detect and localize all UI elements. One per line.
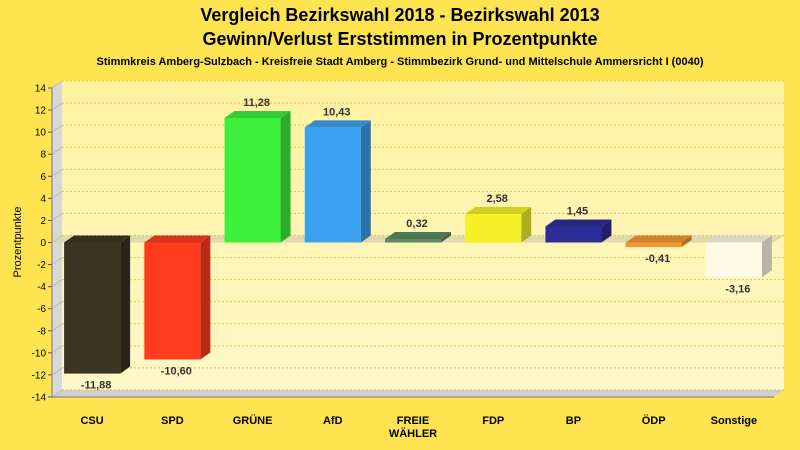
bar (304, 127, 361, 243)
data-label: 0,32 (406, 218, 427, 230)
bar-top (465, 207, 532, 215)
y-tick-label: 0 (40, 238, 46, 249)
y-tick-label: -8 (37, 326, 46, 337)
x-tick-label: FREIE (397, 415, 429, 427)
x-tick-label: ÖDP (642, 414, 666, 427)
bar (705, 242, 762, 278)
chart-subtitle: Stimmkreis Amberg-Sulzbach - Kreisfreie … (97, 56, 704, 68)
bar-side (601, 219, 612, 243)
y-tick-label: 6 (40, 172, 46, 183)
grid-line-wall (51, 323, 63, 332)
bar-side (441, 231, 451, 243)
grid-line-wall (51, 345, 63, 354)
bar-side (681, 235, 692, 248)
data-label: -0,41 (645, 253, 670, 265)
grid-line-wall (51, 146, 63, 155)
bar-side (521, 207, 532, 243)
grid-line-wall (51, 190, 63, 199)
bar-side (761, 235, 772, 278)
grid-line-wall (51, 279, 63, 288)
y-tick-label: 8 (40, 150, 46, 161)
data-label: -3,16 (725, 283, 750, 295)
data-label: -11,88 (81, 380, 112, 392)
chart-title-line2: Gewinn/Verlust Erststimmen in Prozentpun… (202, 29, 597, 49)
bar (224, 118, 281, 243)
bar (144, 242, 201, 360)
grid-line-wall (51, 102, 63, 111)
grid-line-wall (51, 389, 63, 398)
y-tick-label: 2 (40, 216, 46, 227)
bar-top (385, 231, 451, 239)
bar (545, 226, 602, 243)
y-tick-label: -6 (37, 304, 46, 315)
grid-line-wall (51, 213, 63, 221)
x-tick-label: BP (566, 415, 581, 427)
bar-top (625, 235, 692, 243)
y-tick-label: 14 (35, 84, 47, 95)
bar (385, 238, 441, 243)
y-tick-label: -2 (37, 260, 46, 271)
bar-side (120, 235, 131, 374)
bar-top (705, 235, 772, 243)
grid-line-wall (51, 301, 63, 310)
x-tick-label: SPD (161, 415, 184, 427)
bar-top (304, 120, 371, 128)
x-tick-label: FDP (482, 415, 504, 427)
grid-line-wall (51, 80, 63, 89)
bar (64, 242, 121, 374)
grid-line-wall (51, 257, 63, 265)
bar-side (360, 120, 371, 243)
y-tick-label: 4 (40, 194, 46, 205)
y-tick-label: -14 (32, 393, 47, 404)
data-label: 10,43 (323, 106, 351, 118)
bar-top (224, 111, 291, 119)
y-axis-label: Prozentpunkte (12, 207, 24, 278)
grid-line-wall (51, 367, 63, 376)
bar-top (64, 235, 131, 243)
data-label: -10,60 (161, 365, 192, 377)
bar-top (545, 219, 612, 227)
y-tick-label: -4 (37, 282, 46, 293)
y-tick-label: -12 (32, 370, 47, 381)
data-label: 11,28 (243, 97, 270, 109)
bar-top (144, 235, 211, 243)
x-tick-label: WÄHLER (389, 427, 437, 440)
plot-floor (52, 390, 784, 397)
data-label: 2,58 (487, 193, 508, 205)
y-tick-label: 10 (35, 128, 47, 139)
plot-area: 14 12 10 8 6 4 2 0 -2 -4 -6 -8 -10 -12 -14 -11,88 CSU -10… (32, 80, 784, 440)
grid-line-wall (51, 168, 63, 177)
bar-side (200, 235, 211, 360)
x-tick-label: CSU (80, 415, 103, 427)
bar (625, 242, 682, 248)
bar (465, 214, 522, 243)
bar-side (280, 111, 291, 243)
grid-line-wall (51, 124, 63, 133)
x-tick-label: Sonstige (711, 415, 757, 427)
x-tick-label: GRÜNE (233, 414, 273, 427)
x-tick-label: AfD (323, 415, 343, 427)
data-label: 1,45 (567, 205, 588, 217)
y-tick-label: -10 (32, 348, 47, 359)
y-tick-label: 12 (35, 106, 47, 117)
chart-title: Vergleich Bezirkswahl 2018 - Bezirkswahl… (200, 5, 599, 25)
